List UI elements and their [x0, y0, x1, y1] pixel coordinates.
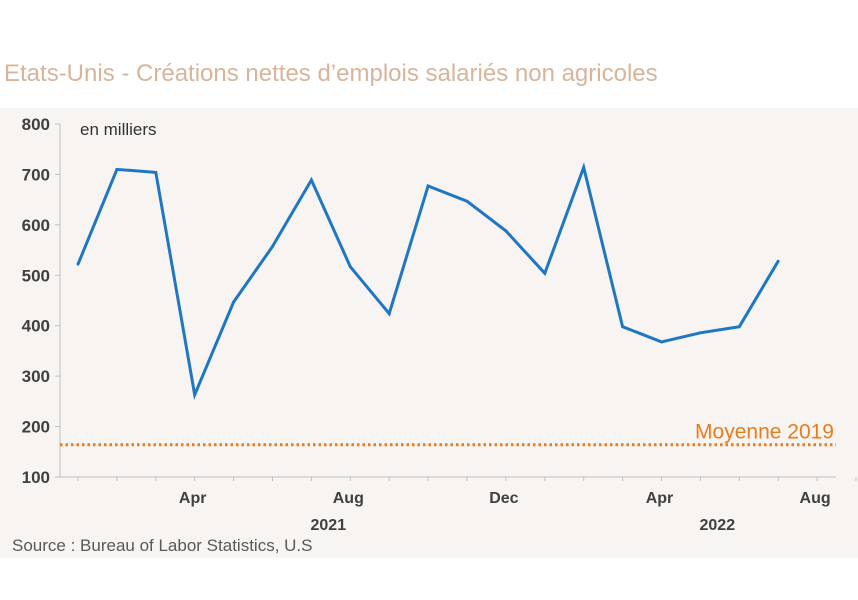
- year-label: 2022: [700, 517, 736, 534]
- data-point: [737, 325, 741, 329]
- series-group: [76, 162, 780, 401]
- x-tick-label: Aug: [800, 490, 831, 507]
- reference-line-label: Moyenne 2019: [695, 421, 834, 444]
- data-point: [154, 171, 158, 174]
- data-point: [776, 259, 780, 263]
- data-point: [232, 300, 236, 304]
- chart-axes: en milliers: [59, 120, 836, 478]
- y-tick-label: 300: [22, 367, 50, 386]
- source-note: Source : Bureau of Labor Statistics, U.S: [12, 536, 313, 555]
- data-point: [310, 178, 313, 182]
- chart-panel: [0, 108, 858, 558]
- y-tick-label: 400: [22, 317, 50, 336]
- data-point: [348, 265, 352, 269]
- y-tick-label: 500: [22, 266, 50, 285]
- data-point: [76, 262, 80, 266]
- y-tick-label: 200: [22, 418, 50, 437]
- data-point: [271, 245, 274, 248]
- data-point: [387, 312, 391, 316]
- data-point: [115, 167, 119, 171]
- data-point: [582, 165, 586, 169]
- data-point: [621, 325, 624, 329]
- data-point: [465, 199, 469, 203]
- reference-line-group: Moyenne 2019: [60, 421, 836, 447]
- x-tick-label: Dec: [489, 490, 518, 507]
- data-point: [543, 271, 547, 275]
- y-axis-ticks: 100 200 300 400 500 600 700 800: [22, 115, 60, 487]
- chart-title: Etats-Unis - Créations nettes d’emplois …: [4, 60, 658, 87]
- series-line: [76, 162, 780, 401]
- x-tick-label: Apr: [179, 490, 207, 507]
- y-tick-label: 700: [22, 165, 50, 184]
- y-tick-label: 800: [22, 115, 50, 134]
- x-axis-ticks: Apr Aug Dec Apr Aug 2021 2022: [77, 477, 857, 534]
- data-point: [504, 229, 508, 233]
- data-point: [699, 331, 702, 335]
- x-tick-label: Aug: [333, 490, 364, 507]
- x-tick-label: Apr: [646, 490, 674, 507]
- y-tick-label: 600: [22, 216, 50, 235]
- year-label: 2021: [311, 517, 347, 534]
- data-point: [426, 184, 430, 188]
- y-tick-label: 100: [22, 468, 50, 487]
- unit-label: en milliers: [80, 120, 157, 139]
- data-point: [660, 340, 663, 344]
- data-point: [193, 393, 197, 397]
